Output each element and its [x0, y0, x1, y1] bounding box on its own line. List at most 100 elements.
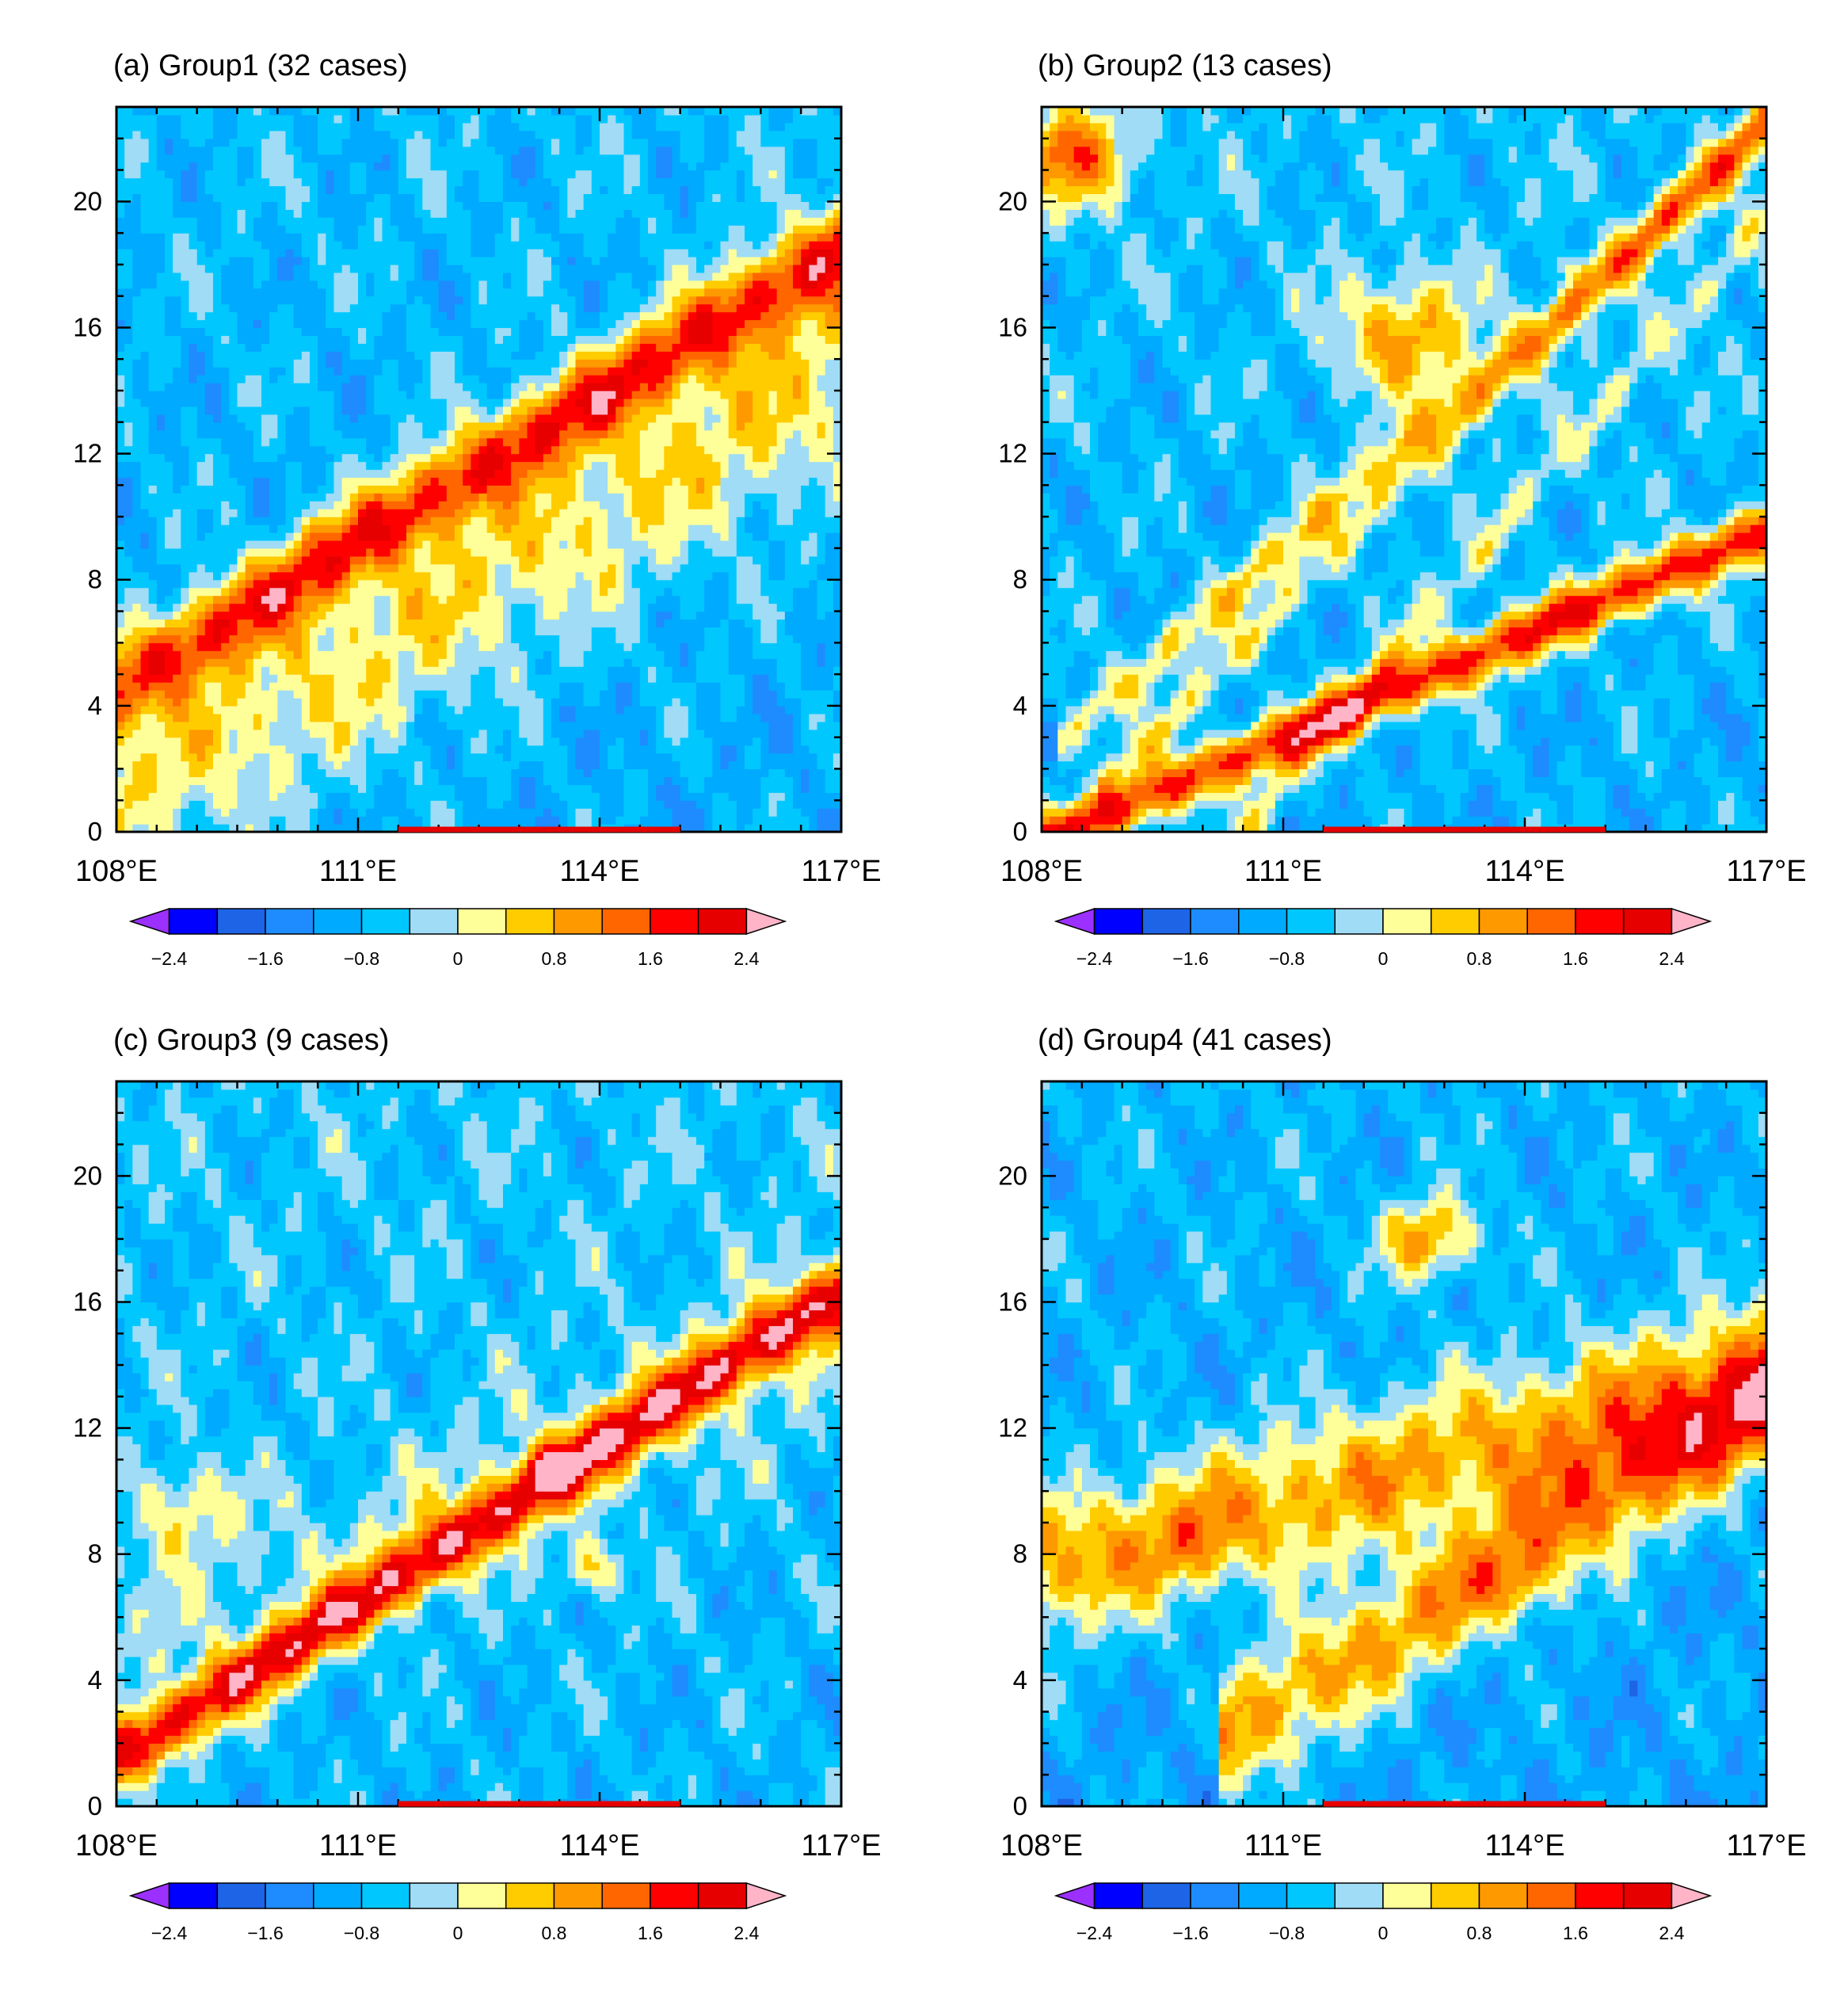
- field-cell: [229, 485, 238, 494]
- field-cell: [173, 462, 181, 471]
- field-cell: [149, 564, 158, 573]
- field-cell: [197, 462, 206, 471]
- field-cell: [149, 485, 158, 494]
- field-cell: [116, 139, 125, 147]
- field-cell: [173, 123, 181, 132]
- field-cell: [213, 548, 222, 557]
- field-cell: [149, 312, 158, 321]
- field-cell: [116, 627, 125, 635]
- field-cell: [229, 612, 238, 620]
- field-cell: [189, 761, 198, 769]
- field-cell: [173, 674, 181, 683]
- field-cell: [189, 792, 198, 801]
- field-cell: [229, 462, 238, 471]
- field-cell: [116, 556, 125, 565]
- field-cell: [181, 147, 189, 155]
- field-cell: [149, 201, 158, 210]
- field-cell: [189, 784, 198, 793]
- field-cell: [213, 147, 222, 155]
- field-cell: [205, 540, 214, 549]
- field-cell: [116, 658, 125, 667]
- field-cell: [229, 635, 238, 643]
- field-cell: [157, 273, 166, 281]
- field-cell: [116, 800, 125, 809]
- field-cell: [124, 296, 133, 305]
- field-cell: [221, 185, 230, 194]
- field-cell: [141, 454, 150, 463]
- field-cell: [165, 540, 173, 549]
- field-cell: [213, 776, 222, 785]
- field-cell: [197, 596, 206, 604]
- field-cell: [173, 627, 181, 635]
- field-cell: [116, 154, 125, 163]
- field-cell: [149, 808, 158, 817]
- field-cell: [141, 288, 150, 297]
- field-cell: [181, 501, 189, 509]
- field-cell: [149, 217, 158, 226]
- field-cell: [189, 304, 198, 313]
- field-cell: [132, 265, 141, 273]
- field-cell: [221, 501, 230, 509]
- field-cell: [116, 722, 125, 730]
- field-cell: [189, 627, 198, 635]
- field-cell: [213, 193, 222, 202]
- field-cell: [189, 154, 198, 163]
- field-cell: [157, 351, 166, 360]
- panel-a-title: (a) Group1 (32 cases): [113, 49, 408, 82]
- field-cell: [181, 556, 189, 565]
- field-cell: [189, 273, 198, 281]
- field-cell: [229, 658, 238, 667]
- field-cell: [149, 501, 158, 509]
- field-cell: [124, 768, 133, 777]
- field-cell: [229, 532, 238, 541]
- field-cell: [116, 738, 125, 746]
- field-cell: [197, 351, 206, 360]
- field-cell: [141, 162, 150, 171]
- field-cell: [213, 343, 222, 352]
- field-cell: [116, 564, 125, 573]
- field-cell: [229, 745, 238, 754]
- field-cell: [181, 367, 189, 376]
- field-cell: [116, 532, 125, 541]
- field-cell: [205, 123, 214, 132]
- field-cell: [141, 784, 150, 793]
- field-cell: [181, 225, 189, 234]
- field-cell: [189, 674, 198, 683]
- field-cell: [116, 335, 125, 344]
- field-cell: [132, 509, 141, 517]
- field-cell: [132, 564, 141, 573]
- field-cell: [157, 454, 166, 463]
- field-cell: [197, 414, 206, 423]
- field-cell: [229, 572, 238, 581]
- field-cell: [141, 540, 150, 549]
- field-cell: [124, 722, 133, 730]
- field-cell: [181, 517, 189, 525]
- field-cell: [181, 193, 189, 202]
- field-cell: [221, 650, 230, 659]
- field-cell: [205, 666, 214, 675]
- field-cell: [165, 738, 173, 746]
- field-cell: [181, 391, 189, 399]
- field-cell: [132, 462, 141, 471]
- field-cell: [205, 107, 214, 116]
- field-cell: [213, 714, 222, 722]
- field-cell: [181, 359, 189, 368]
- field-cell: [181, 588, 189, 597]
- field-cell: [173, 532, 181, 541]
- field-cell: [229, 776, 238, 785]
- field-cell: [149, 391, 158, 399]
- field-cell: [173, 517, 181, 525]
- field-cell: [141, 642, 150, 651]
- field-cell: [149, 422, 158, 431]
- field-cell: [229, 493, 238, 501]
- field-cell: [132, 257, 141, 265]
- field-cell: [165, 524, 173, 533]
- field-cell: [205, 784, 214, 793]
- field-cell: [141, 406, 150, 415]
- field-cell: [181, 462, 189, 471]
- field-cell: [141, 462, 150, 471]
- field-cell: [181, 446, 189, 455]
- field-cell: [229, 351, 238, 360]
- field-cell: [165, 768, 173, 777]
- field-cell: [213, 564, 222, 573]
